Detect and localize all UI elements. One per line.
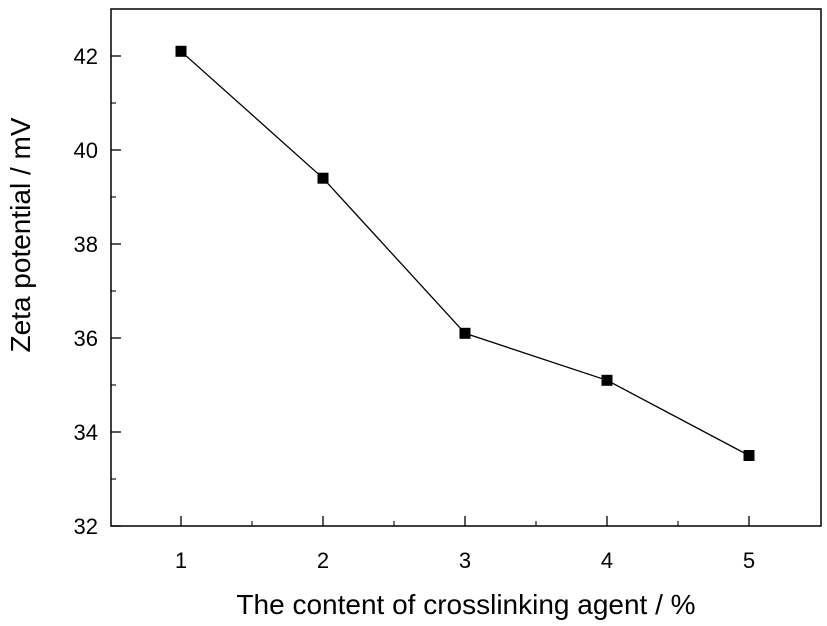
- data-point-marker: [601, 374, 613, 386]
- y-tick-label: 40: [74, 138, 98, 163]
- x-tick-labels: 1 2 3 4 5: [175, 548, 755, 573]
- x-tick-label: 5: [743, 548, 755, 573]
- axis-ticks: [111, 55, 750, 527]
- data-point-marker: [175, 45, 187, 57]
- y-tick-label: 36: [74, 326, 98, 351]
- y-axis-title: Zeta potential / mV: [5, 117, 36, 352]
- series-line: [180, 50, 750, 457]
- data-point-marker: [743, 450, 755, 461]
- x-tick-label: 1: [175, 548, 187, 573]
- x-tick-label: 4: [601, 548, 613, 573]
- y-tick-label: 34: [74, 420, 98, 445]
- y-tick-label: 32: [74, 514, 98, 539]
- data-point-marker: [317, 172, 329, 184]
- series-group: [175, 45, 755, 461]
- y-tick-label: 42: [74, 44, 98, 69]
- y-tick-labels: 32 34 36 38 40 42: [74, 44, 98, 539]
- x-axis-title: The content of crosslinking agent / %: [236, 589, 695, 620]
- x-tick-label: 3: [459, 548, 471, 573]
- y-tick-label: 38: [74, 232, 98, 257]
- plot-frame: [110, 8, 822, 527]
- x-tick-label: 2: [317, 548, 329, 573]
- data-point-marker: [459, 327, 471, 339]
